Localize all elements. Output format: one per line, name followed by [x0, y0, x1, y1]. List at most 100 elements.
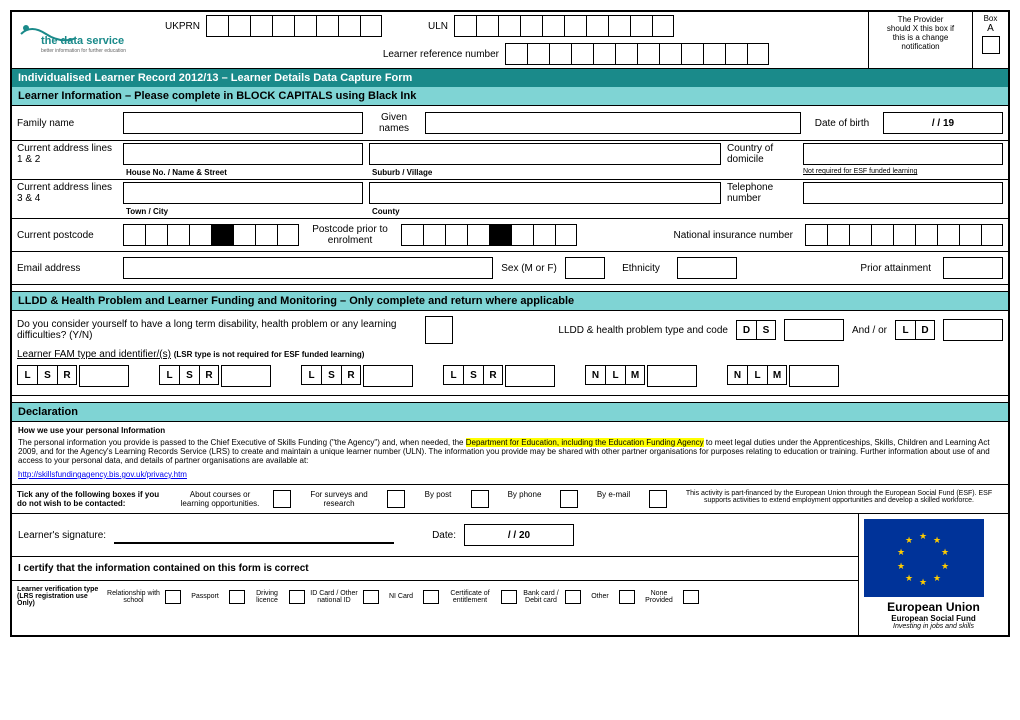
eu-text: This activity is part-financed by the Eu…: [675, 490, 1003, 504]
prior-attainment-input[interactable]: [943, 257, 1003, 279]
verify-chk-6[interactable]: [565, 590, 581, 604]
fam-nlm-1[interactable]: NLM: [585, 365, 697, 387]
given-names-input[interactable]: [425, 112, 801, 134]
change-notification-checkbox[interactable]: [982, 36, 1000, 54]
provider-text2: should X this box if: [872, 24, 969, 33]
opt5-label: By e-mail: [586, 490, 641, 499]
opt2-label: For surveys and research: [299, 490, 379, 508]
provider-text3: this is a change: [872, 33, 969, 42]
opt3-checkbox[interactable]: [471, 490, 489, 508]
addr2-hint: Suburb / Village: [369, 168, 721, 177]
lldd-ld-boxes[interactable]: LD: [895, 320, 935, 340]
data-service-logo: the data service better information for …: [16, 16, 156, 54]
eu-title: European Union: [864, 600, 1003, 614]
email-label: Email address: [17, 263, 117, 274]
addr3-hint: Town / City: [123, 207, 363, 216]
box-a: A: [975, 23, 1006, 34]
verify-chk-7[interactable]: [619, 590, 635, 604]
opt4-checkbox[interactable]: [560, 490, 578, 508]
postcode-label: Current postcode: [17, 230, 117, 241]
addr3-input[interactable]: [123, 182, 363, 204]
verify-opt-3: ID Card / Other national ID: [309, 590, 359, 604]
lldd-ds-input[interactable]: [784, 319, 844, 341]
prior-postcode-input[interactable]: [401, 224, 577, 246]
verify-chk-2[interactable]: [289, 590, 305, 604]
lldd-ds-boxes[interactable]: DS: [736, 320, 776, 340]
phone-label: Telephone number: [727, 182, 797, 204]
dob-input[interactable]: / / 19: [883, 112, 1003, 134]
box-label: Box: [975, 14, 1006, 23]
country-input[interactable]: [803, 143, 1003, 165]
verify-label: Learner verification type (LRS registrat…: [17, 586, 102, 607]
verify-chk-4[interactable]: [423, 590, 439, 604]
verify-opt-4: NI Card: [383, 593, 419, 600]
verify-chk-8[interactable]: [683, 590, 699, 604]
sex-label: Sex (M or F): [499, 263, 559, 274]
ethnicity-label: Ethnicity: [611, 263, 671, 274]
fam-nlm-2[interactable]: NLM: [727, 365, 839, 387]
addr4-input[interactable]: [369, 182, 721, 204]
prior-attainment-label: Prior attainment: [743, 263, 937, 274]
ethnicity-input[interactable]: [677, 257, 737, 279]
lldd-yn-input[interactable]: [425, 316, 453, 344]
verify-opt-1: Passport: [185, 593, 225, 600]
uln-input[interactable]: [454, 15, 674, 37]
provider-text1: The Provider: [872, 15, 969, 24]
fam-note: (LSR type is not required for ESF funded…: [174, 350, 365, 359]
fam-lsr-1[interactable]: LSR: [17, 365, 129, 387]
eu-flag-icon: ★ ★ ★ ★ ★ ★ ★ ★ ★ ★: [864, 519, 984, 597]
signature-line[interactable]: [114, 526, 394, 544]
opt3-label: By post: [413, 490, 463, 499]
verify-chk-5[interactable]: [501, 590, 517, 604]
verify-chk-3[interactable]: [363, 590, 379, 604]
opt1-checkbox[interactable]: [273, 490, 291, 508]
addr1-input[interactable]: [123, 143, 363, 165]
svg-text:the data service: the data service: [41, 35, 124, 47]
addr34-label: Current address lines 3 & 4: [17, 182, 117, 204]
eu-tag: Investing in jobs and skills: [864, 623, 1003, 630]
lldd-ld-input[interactable]: [943, 319, 1003, 341]
sex-input[interactable]: [565, 257, 605, 279]
fam-lsr-2[interactable]: LSR: [159, 365, 271, 387]
svg-text:better information for further: better information for further education: [41, 48, 126, 54]
title-bar: Individualised Learner Record 2012/13 – …: [12, 69, 1008, 87]
opt2-checkbox[interactable]: [387, 490, 405, 508]
how-we-use: How we use your personal Information: [18, 426, 1002, 435]
privacy-link[interactable]: http://skillsfundingagency.bis.gov.uk/pr…: [18, 470, 187, 479]
date-label: Date:: [432, 530, 456, 541]
verify-chk-0[interactable]: [165, 590, 181, 604]
opt5-checkbox[interactable]: [649, 490, 667, 508]
opt4-label: By phone: [497, 490, 552, 499]
eu-sub: European Social Fund: [864, 614, 1003, 623]
email-input[interactable]: [123, 257, 493, 279]
family-name-input[interactable]: [123, 112, 363, 134]
ukprn-label: UKPRN: [165, 21, 200, 32]
date-input[interactable]: / / 20: [464, 524, 574, 546]
verify-opt-0: Relationship with school: [106, 590, 161, 604]
addr12-label: Current address lines 1 & 2: [17, 143, 117, 165]
verify-opt-6: Bank card / Debit card: [521, 590, 561, 604]
tick-label: Tick any of the following boxes if you d…: [17, 490, 167, 508]
addr2-input[interactable]: [369, 143, 721, 165]
declaration-para: The personal information you provide is …: [18, 438, 1002, 465]
fam-lsr-3[interactable]: LSR: [301, 365, 413, 387]
verify-chk-1[interactable]: [229, 590, 245, 604]
country-label: Country of domicile: [727, 143, 797, 165]
lldd-type-code-label: LLDD & health problem type and code: [461, 325, 728, 336]
declaration-header: Declaration: [12, 402, 1008, 422]
phone-input[interactable]: [803, 182, 1003, 204]
lldd-andor: And / or: [852, 325, 887, 336]
uln-label: ULN: [428, 21, 448, 32]
verify-opt-7: Other: [585, 593, 615, 600]
ref-input[interactable]: [505, 43, 769, 65]
addr4-hint: County: [369, 207, 721, 216]
lldd-q1: Do you consider yourself to have a long …: [17, 319, 417, 341]
learner-info-header: Learner Information – Please complete in…: [12, 87, 1008, 106]
ni-input[interactable]: [805, 224, 1003, 246]
ni-label: National insurance number: [583, 230, 799, 241]
postcode-input[interactable]: [123, 224, 299, 246]
fam-lsr-4[interactable]: LSR: [443, 365, 555, 387]
verify-opt-8: None Provided: [639, 590, 679, 604]
country-note: Not required for ESF funded learning: [803, 168, 1003, 175]
ukprn-input[interactable]: [206, 15, 382, 37]
